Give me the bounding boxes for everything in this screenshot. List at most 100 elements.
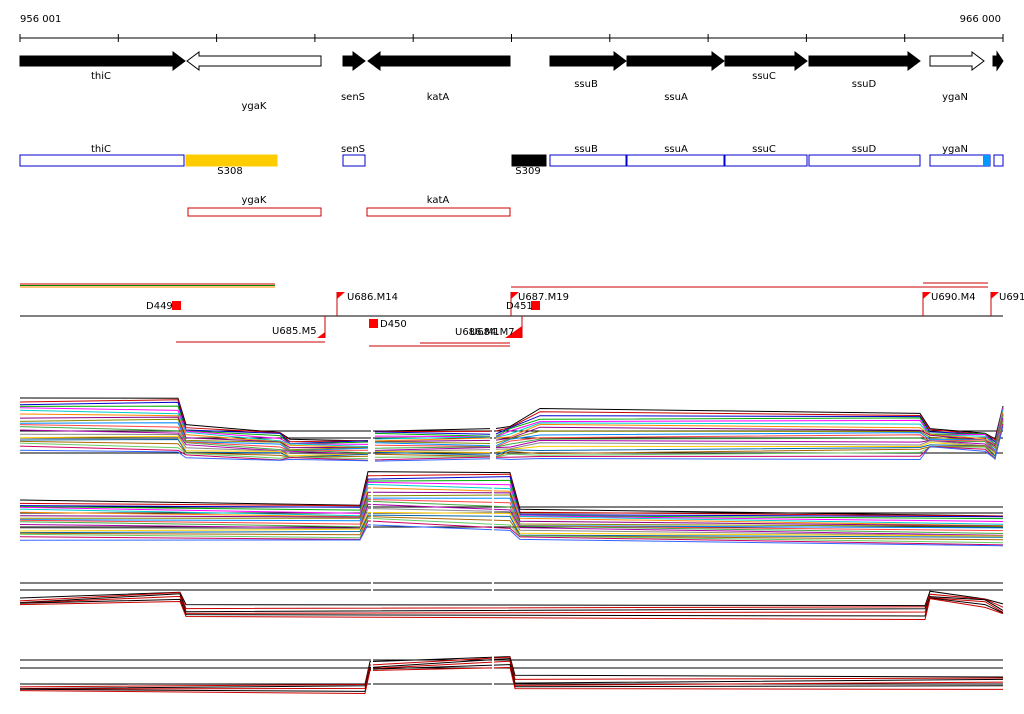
trace	[19, 503, 1004, 536]
trace	[19, 660, 1004, 690]
marker-label: U684.M7	[470, 327, 515, 338]
marker-label: D449	[146, 301, 173, 312]
segment-label: thiC	[91, 144, 111, 155]
segment-label: ssuB	[574, 144, 598, 155]
gene-label: ygaK	[242, 101, 267, 112]
trace	[19, 500, 1004, 534]
gene-arrow	[367, 51, 511, 71]
trace	[19, 591, 1004, 610]
marker-label: U686.M14	[347, 292, 398, 303]
gene-label: ssuD	[852, 79, 877, 90]
gene-arrow	[626, 51, 725, 71]
segment-box	[549, 154, 627, 167]
segment-box	[342, 154, 366, 167]
trace	[19, 597, 1004, 617]
ruler-start: 956 001	[20, 14, 61, 25]
trace	[19, 471, 1004, 517]
marker-label: U685.M5	[272, 326, 317, 337]
trace	[19, 401, 1004, 445]
segment-box	[993, 154, 1004, 167]
gene-arrow	[724, 51, 808, 71]
marker-flag	[505, 326, 522, 338]
marker-label: U691	[999, 292, 1024, 303]
trace	[19, 497, 1004, 529]
trace	[19, 520, 1004, 546]
trace	[19, 498, 1004, 532]
trace	[19, 476, 1004, 518]
trace	[19, 517, 1004, 544]
marker-box	[531, 301, 540, 310]
trace	[19, 397, 1004, 442]
segment-label: ygaN	[942, 144, 968, 155]
trace	[19, 494, 1004, 527]
marker-label: D450	[380, 319, 407, 330]
trace	[19, 511, 1004, 537]
trace	[19, 473, 1004, 517]
trace	[19, 420, 1004, 457]
segment-label: senS	[341, 144, 365, 155]
trace	[19, 481, 1004, 522]
gene-label: ssuA	[664, 92, 688, 103]
segment-box	[724, 154, 808, 167]
gene-label: ssuC	[752, 71, 776, 82]
trace	[19, 399, 1004, 443]
segment-box	[808, 154, 921, 167]
marker-label: D451	[506, 301, 533, 312]
trace	[19, 593, 1004, 613]
marker-flag	[337, 292, 345, 299]
antisense-box	[187, 207, 322, 217]
marker-label: U686.M1	[455, 327, 500, 338]
trace	[19, 491, 1004, 527]
marker-box	[172, 301, 181, 310]
segment-label: ssuC	[752, 144, 776, 155]
marker-flag	[991, 292, 999, 299]
trace	[19, 414, 1004, 451]
trace	[19, 483, 1004, 525]
trace	[19, 666, 1004, 695]
gene-arrow	[342, 51, 366, 71]
gene-arrow	[992, 50, 1004, 72]
trace	[19, 595, 1004, 614]
gene-arrow	[808, 51, 921, 71]
segment-label: ssuD	[852, 144, 877, 155]
marker-flag	[511, 292, 519, 299]
segment-box	[626, 154, 725, 167]
marker-box	[369, 319, 378, 328]
trace	[19, 479, 1004, 520]
trace	[19, 598, 1004, 621]
marker-flag	[923, 292, 931, 299]
marker-label: U690.M4	[931, 292, 976, 303]
segment-label: ssuA	[664, 144, 688, 155]
segment-box	[511, 154, 547, 167]
trace	[19, 487, 1004, 527]
trace	[19, 524, 1004, 547]
trace	[19, 664, 1004, 692]
gene-label: ssuB	[574, 79, 598, 90]
trace	[19, 426, 1004, 462]
gene-arrow	[186, 51, 322, 71]
gene-arrow	[19, 51, 186, 71]
gene-label: thiC	[91, 71, 111, 82]
trace	[19, 507, 1004, 537]
gene-label: katA	[427, 92, 450, 103]
marker-flag	[317, 332, 325, 338]
trace	[19, 514, 1004, 538]
antisense-box	[366, 207, 511, 217]
trace	[19, 413, 1004, 449]
gene-arrow	[549, 51, 627, 71]
trace	[19, 516, 1004, 541]
gene-arrow	[929, 51, 985, 71]
antisense-label: katA	[427, 195, 450, 206]
segment-label: S309	[515, 166, 540, 177]
segment-box	[185, 154, 278, 167]
segment-box	[19, 154, 185, 167]
segment-box	[929, 154, 991, 167]
trace	[19, 657, 1004, 690]
gene-label: senS	[341, 92, 365, 103]
gene-label: ygaN	[942, 92, 968, 103]
segment-label: S308	[217, 166, 242, 177]
trace	[19, 656, 1004, 685]
trace	[19, 656, 1004, 688]
